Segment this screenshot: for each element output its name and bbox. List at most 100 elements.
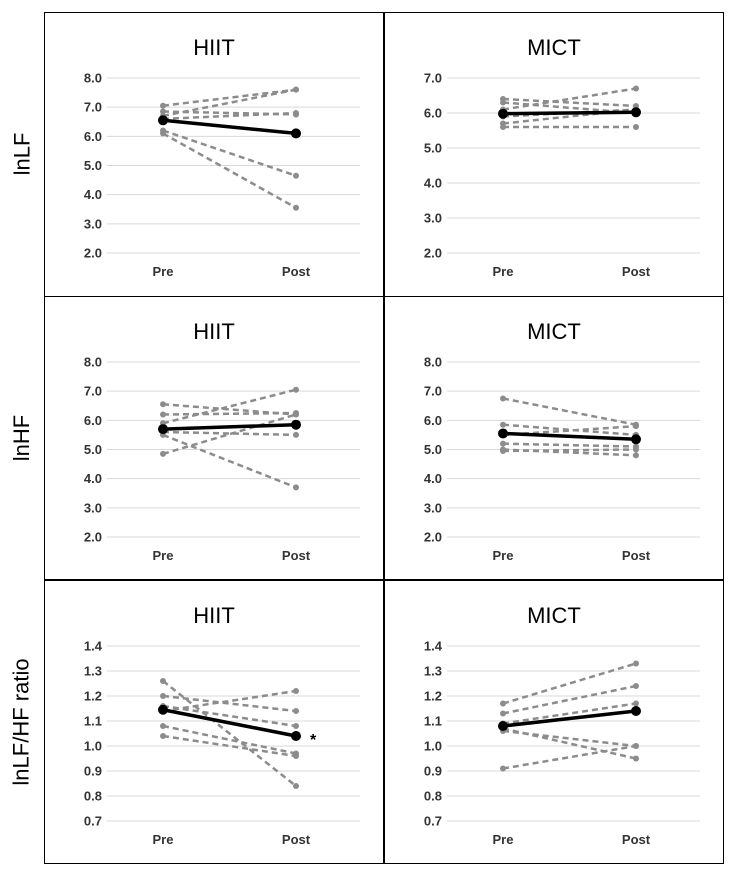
individual-point bbox=[500, 124, 506, 130]
y-tick-label: 5.0 bbox=[84, 158, 102, 173]
y-tick-label: 2.0 bbox=[424, 530, 442, 545]
individual-point bbox=[293, 723, 299, 729]
mean-point bbox=[291, 419, 301, 430]
y-tick-label: 2.0 bbox=[84, 246, 102, 261]
individual-series-line bbox=[162, 388, 297, 425]
x-tick-label: Post bbox=[282, 264, 311, 279]
y-tick-label: 3.0 bbox=[424, 500, 442, 515]
individual-point bbox=[293, 386, 299, 393]
individual-point bbox=[293, 688, 299, 694]
x-tick-label: Pre bbox=[153, 832, 174, 847]
individual-point bbox=[633, 85, 639, 92]
y-tick-label: 0.9 bbox=[84, 764, 102, 779]
individual-series-line bbox=[162, 694, 297, 713]
y-tick-label: 1.3 bbox=[424, 664, 442, 679]
x-tick-label: Pre bbox=[493, 548, 514, 563]
x-tick-label: Pre bbox=[493, 832, 514, 847]
individual-point bbox=[633, 423, 639, 430]
individual-point bbox=[160, 108, 166, 115]
y-tick-label: 1.4 bbox=[424, 639, 443, 654]
individual-point bbox=[633, 683, 639, 689]
y-tick-label: 1.4 bbox=[84, 639, 103, 654]
chart-panel-top-right: MICT 2.0 3.0 4.0 5.0 6.0 7.0 Pre Post bbox=[424, 35, 700, 279]
individual-point bbox=[160, 678, 166, 684]
y-tick-label: 6.0 bbox=[84, 129, 102, 144]
individual-series-line bbox=[502, 97, 637, 108]
individual-point bbox=[500, 99, 506, 106]
chart-panel-middle-left: HIIT 2.0 3.0 4.0 5.0 6.0 7.0 8.0 Pre Post bbox=[84, 319, 360, 563]
individual-point bbox=[160, 130, 166, 137]
mean-point bbox=[631, 434, 641, 445]
y-tick-label: 6.0 bbox=[84, 413, 102, 428]
individual-series-line bbox=[162, 413, 297, 456]
individual-point bbox=[160, 102, 166, 109]
x-tick-label: Pre bbox=[153, 548, 174, 563]
individual-point bbox=[293, 110, 299, 116]
chart-panel-bottom-left: HIIT 0.7 0.8 0.9 1.0 1.1 1.2 1.3 1.4 Pre Post * bbox=[84, 603, 360, 847]
individual-point bbox=[293, 411, 299, 418]
individual-point bbox=[160, 733, 166, 739]
mean-point bbox=[498, 108, 508, 119]
mean-series-line bbox=[162, 118, 297, 136]
y-tick-label: 1.3 bbox=[84, 664, 102, 679]
chart-title: MICT bbox=[527, 35, 581, 60]
mean-series-line bbox=[502, 709, 637, 728]
individual-point bbox=[293, 484, 299, 491]
individual-series-line bbox=[502, 423, 637, 437]
individual-series-line bbox=[502, 397, 637, 426]
y-tick-label: 5.0 bbox=[84, 442, 102, 457]
individual-point bbox=[160, 723, 166, 729]
y-tick-label: 7.0 bbox=[424, 71, 442, 86]
y-tick-label: 3.0 bbox=[84, 216, 102, 231]
individual-point bbox=[160, 411, 166, 418]
mean-point bbox=[498, 721, 508, 731]
individual-point bbox=[293, 172, 299, 179]
individual-series-line bbox=[502, 684, 637, 715]
chart-panel-bottom-right: MICT 0.7 0.8 0.9 1.0 1.1 1.2 1.3 1.4 Pre Post bbox=[424, 603, 700, 847]
x-tick-label: Pre bbox=[153, 264, 174, 279]
mean-point bbox=[498, 428, 508, 439]
individual-point bbox=[633, 755, 639, 762]
y-tick-label: 1.0 bbox=[424, 739, 442, 754]
y-tick-label: 0.8 bbox=[424, 789, 442, 804]
y-tick-label: 5.0 bbox=[424, 141, 442, 156]
y-tick-label: 1.1 bbox=[424, 714, 442, 729]
x-tick-label: Post bbox=[622, 264, 651, 279]
y-tick-label: 2.0 bbox=[84, 530, 102, 545]
individual-series-line bbox=[502, 744, 637, 770]
y-tick-label: 0.8 bbox=[84, 789, 102, 804]
individual-series-line bbox=[162, 734, 297, 758]
individual-series-line bbox=[162, 433, 297, 489]
chart-title: HIIT bbox=[193, 603, 235, 628]
individual-series-line bbox=[162, 689, 297, 713]
individual-series-line bbox=[502, 702, 637, 725]
y-tick-label: 7.0 bbox=[424, 384, 442, 399]
individual-series-line bbox=[162, 724, 297, 755]
individual-point bbox=[500, 765, 506, 772]
x-tick-label: Post bbox=[622, 548, 651, 563]
y-tick-label: 6.0 bbox=[424, 106, 442, 121]
x-tick-label: Post bbox=[282, 548, 311, 563]
mean-series-line bbox=[502, 110, 637, 116]
mean-series-line bbox=[162, 708, 297, 738]
y-tick-label: 2.0 bbox=[424, 246, 442, 261]
mean-series-line bbox=[502, 431, 637, 442]
y-tick-label: 1.0 bbox=[84, 739, 102, 754]
individual-point bbox=[633, 452, 639, 459]
individual-point bbox=[160, 693, 166, 699]
significance-annotation: * bbox=[310, 732, 317, 749]
individual-series-line bbox=[162, 111, 297, 121]
individual-point bbox=[500, 395, 506, 402]
individual-point bbox=[500, 700, 506, 707]
individual-point bbox=[293, 783, 299, 789]
x-tick-label: Post bbox=[622, 832, 651, 847]
chart-title: HIIT bbox=[193, 319, 235, 344]
x-tick-label: Post bbox=[282, 832, 311, 847]
individual-series-line bbox=[502, 442, 637, 448]
individual-series-line bbox=[162, 129, 297, 177]
y-tick-label: 5.0 bbox=[424, 442, 442, 457]
individual-series-line bbox=[162, 704, 297, 728]
individual-point bbox=[633, 446, 639, 453]
mean-point bbox=[291, 128, 301, 139]
